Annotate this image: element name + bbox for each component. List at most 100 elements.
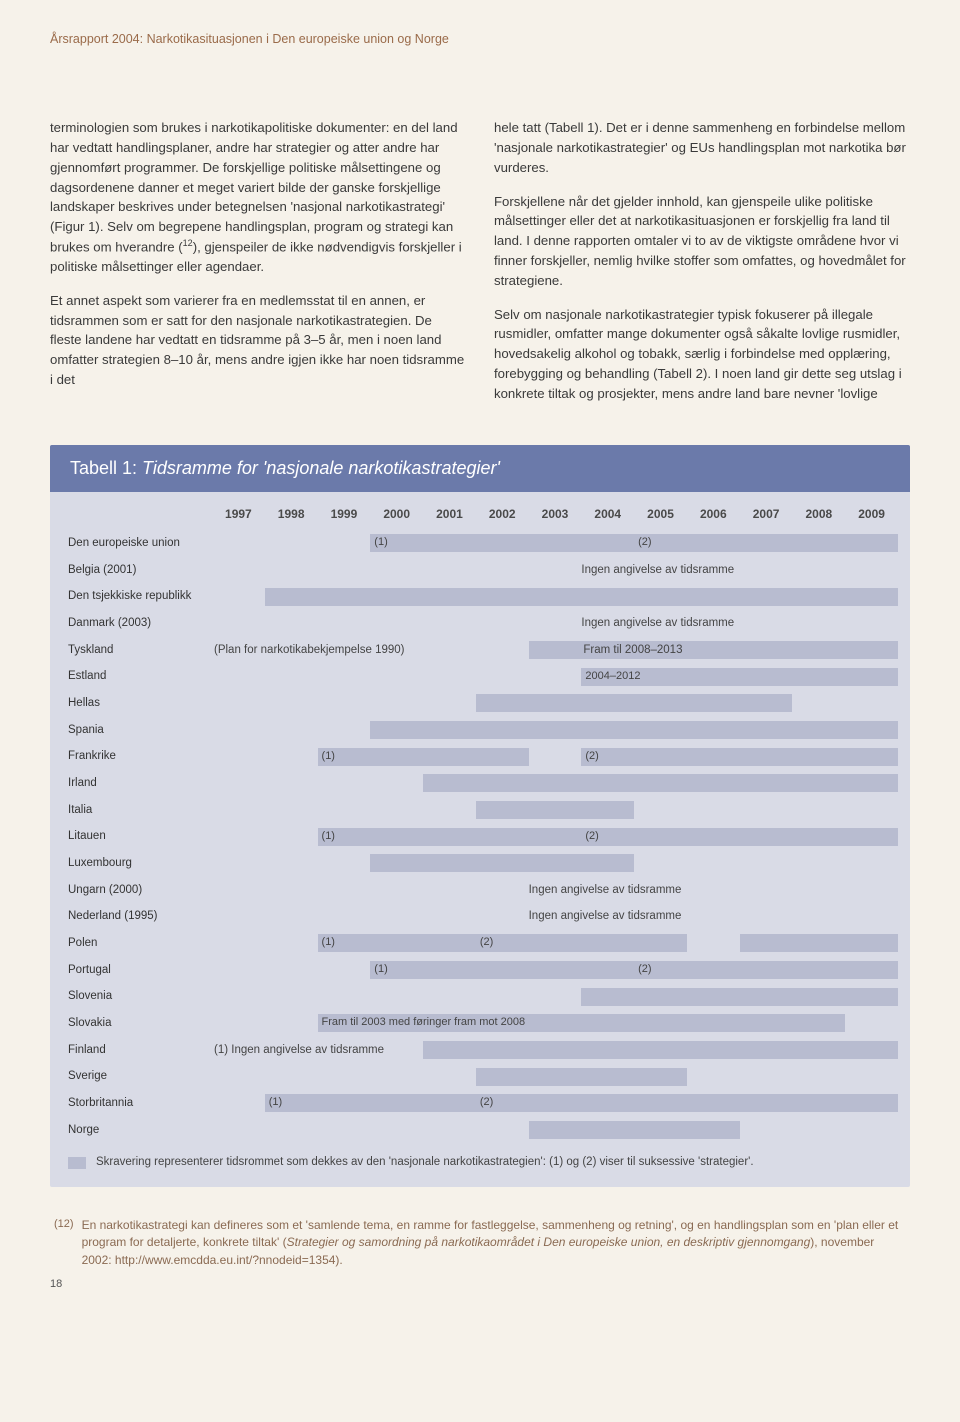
timeline-cell (634, 799, 687, 821)
timeline-cell (318, 959, 371, 981)
timeline-cell (529, 746, 582, 768)
timeline-cell: (2) (476, 1092, 529, 1114)
timeline-cell (740, 799, 793, 821)
timeline-cell (529, 932, 582, 954)
timeline-row: Norge (62, 1118, 898, 1143)
timeline-cell (212, 932, 265, 954)
timeline-cell (845, 799, 898, 821)
superscript-ref: 12 (183, 238, 193, 248)
timeline-cell (265, 959, 318, 981)
timeline-row: Portugal(1)(2) (62, 958, 898, 985)
timeline-row: Italia (62, 798, 898, 825)
timeline-cell (634, 612, 687, 634)
page-container: Årsrapport 2004: Narkotikasituasjonen i … (0, 0, 960, 1313)
timeline-cell (423, 639, 476, 661)
timeline-cell (370, 799, 423, 821)
timeline-cell (581, 799, 634, 821)
row-label: Sverige (62, 1064, 212, 1089)
timeline-cell (634, 932, 687, 954)
row-label: Italia (62, 798, 212, 823)
timeline-cell (687, 799, 740, 821)
table-title-text: Tidsramme for 'nasjonale narkotikastrate… (137, 458, 500, 478)
timeline-cell (476, 852, 529, 874)
timeline-cell (792, 639, 845, 661)
timeline-cell (423, 1119, 476, 1141)
timeline-cell (845, 639, 898, 661)
timeline-cell (792, 959, 845, 981)
timeline-cell: Ingen angivelse av tidsramme (581, 612, 634, 634)
timeline-cell (687, 1119, 740, 1141)
timeline-cell (529, 612, 582, 634)
timeline-row: Sverige (62, 1064, 898, 1091)
timeline-cell (845, 1092, 898, 1114)
timeline-cell (740, 559, 793, 581)
timeline-cell (792, 986, 845, 1008)
timeline-row: Slovenia (62, 984, 898, 1011)
row-label: Finland (62, 1038, 212, 1063)
timeline-cell (687, 1039, 740, 1061)
row-label: Den tsjekkiske republikk (62, 584, 212, 609)
timeline-cell (687, 879, 740, 901)
timeline-cell (634, 986, 687, 1008)
timeline-cell (212, 1119, 265, 1141)
timeline-cell (581, 772, 634, 794)
timeline-cell: Fram til 2003 med føringer fram mot 2008 (318, 1012, 371, 1034)
row-label: Portugal (62, 958, 212, 983)
row-label: Slovenia (62, 984, 212, 1009)
timeline-cell (318, 986, 371, 1008)
timeline-cell (529, 959, 582, 981)
timeline-cell (265, 719, 318, 741)
timeline-cell (740, 932, 793, 954)
timeline-cell (740, 692, 793, 714)
timeline-cell (212, 1066, 265, 1088)
timeline-row: Litauen(1)(2) (62, 824, 898, 851)
timeline-cell (581, 906, 634, 928)
timeline-cell (318, 906, 371, 928)
text: terminologien som brukes i narkotikapoli… (50, 120, 458, 254)
row-label: Tyskland (62, 638, 212, 663)
timeline-cell (265, 852, 318, 874)
timeline-cell (634, 1092, 687, 1114)
timeline-cell (370, 906, 423, 928)
timeline-cell (740, 586, 793, 608)
timeline-row: Luxembourg (62, 851, 898, 878)
timeline-cell (423, 559, 476, 581)
timeline-cell (581, 719, 634, 741)
timeline-cell (687, 532, 740, 554)
timeline-row: Hellas (62, 691, 898, 718)
timeline-cell (212, 559, 265, 581)
timeline-cell (634, 1012, 687, 1034)
timeline-cell (740, 719, 793, 741)
timeline-cell (634, 586, 687, 608)
timeline-cell (476, 639, 529, 661)
timeline-cell (265, 639, 318, 661)
timeline-cell (318, 852, 371, 874)
timeline-cell (265, 1066, 318, 1088)
year-header: 2002 (476, 502, 529, 527)
timeline-cell (634, 666, 687, 688)
timeline-cell (529, 639, 582, 661)
timeline-cell (318, 612, 371, 634)
timeline-cell (476, 532, 529, 554)
timeline-cell (423, 532, 476, 554)
year-header: 1998 (265, 502, 318, 527)
year-header: 2008 (792, 502, 845, 527)
row-label: Irland (62, 771, 212, 796)
timeline-cell (423, 879, 476, 901)
timeline-row: Polen(1)(2) (62, 931, 898, 958)
timeline-cell (529, 666, 582, 688)
timeline-cell (845, 1012, 898, 1034)
paragraph: Et annet aspekt som varierer fra en medl… (50, 291, 466, 390)
timeline-cell (212, 746, 265, 768)
timeline-cell (687, 746, 740, 768)
timeline-cell (529, 826, 582, 848)
timeline-body: Den europeiske union(1)(2)Belgia (2001)I… (62, 531, 898, 1142)
timeline-cell (476, 559, 529, 581)
timeline-cell (212, 772, 265, 794)
timeline-cell (687, 852, 740, 874)
timeline-cell: Ingen angivelse av tidsramme (581, 559, 634, 581)
timeline-cell (423, 932, 476, 954)
timeline-cell (318, 639, 371, 661)
timeline-cell (581, 986, 634, 1008)
timeline-cell (423, 906, 476, 928)
